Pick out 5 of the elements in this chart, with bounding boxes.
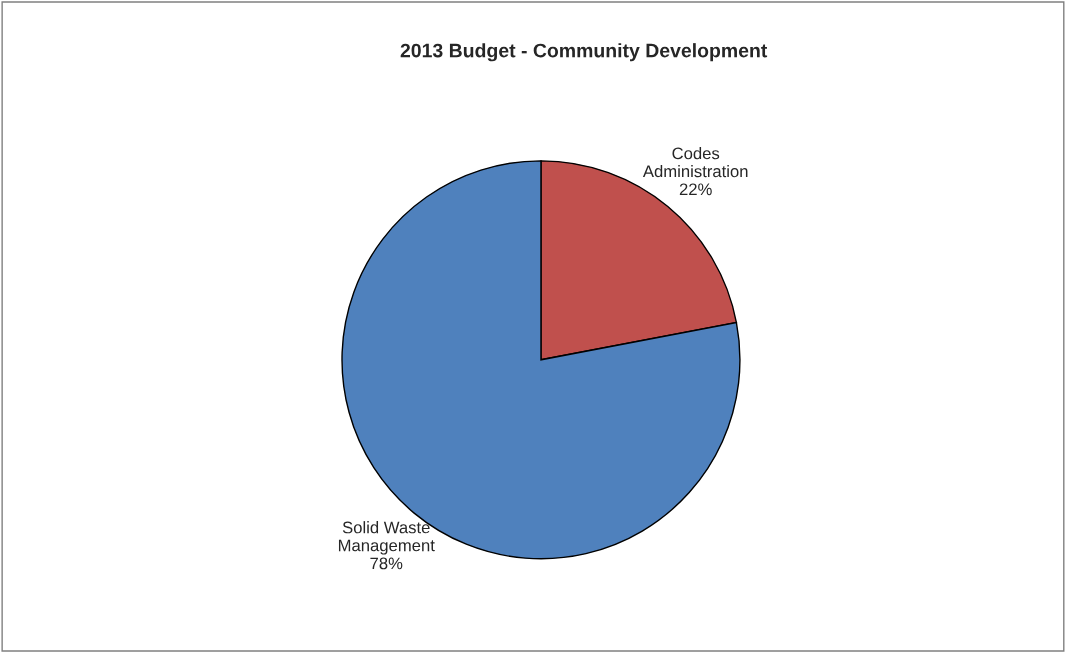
data-label: 78%: [370, 557, 403, 570]
data-label: 22%: [679, 183, 712, 196]
slice-label: Solid Waste Management: [338, 521, 435, 555]
chart-title: 2013 Budget - Community Development: [400, 43, 768, 62]
slice-label: Codes Administration: [642, 147, 748, 178]
